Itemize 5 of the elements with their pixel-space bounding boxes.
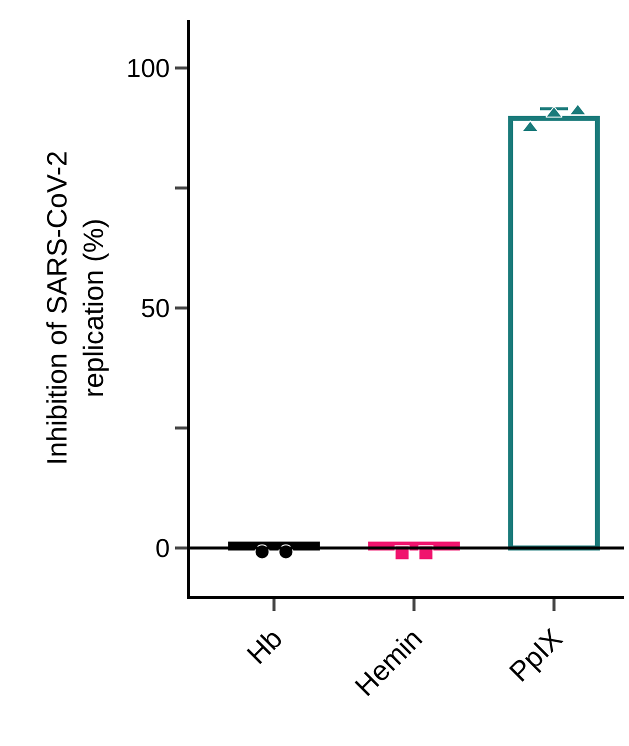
y-tick-label: 0 xyxy=(155,533,170,564)
x-tick-label: Hb xyxy=(240,622,288,670)
y-axis-title: Inhibition of SARS-CoV-2 replication (%) xyxy=(42,150,110,466)
y-tick-label: 100 xyxy=(126,53,170,84)
y-tick-label: 50 xyxy=(140,293,170,324)
